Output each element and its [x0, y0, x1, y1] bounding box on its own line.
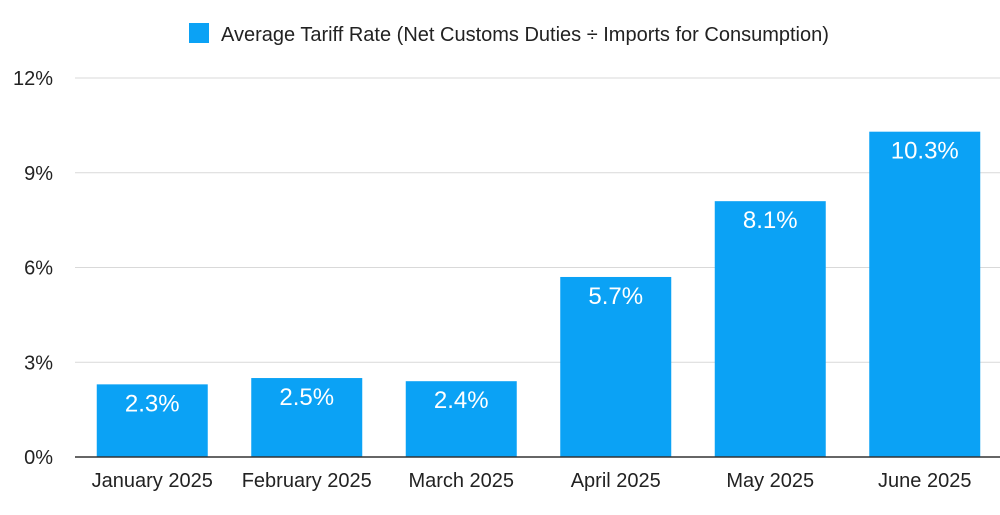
bar	[560, 276, 672, 457]
y-tick-label: 6%	[24, 258, 53, 280]
bar	[714, 201, 826, 457]
x-tick-label: January 2025	[92, 470, 213, 492]
legend: Average Tariff Rate (Net Customs Duties …	[189, 23, 829, 46]
bar	[405, 381, 517, 457]
x-tick-label: June 2025	[878, 470, 971, 492]
data-label: 8.1%	[743, 207, 798, 234]
data-labels: 2.3% 2.5% 2.4% 5.7% 8.1% 10.3%	[125, 138, 959, 418]
gridlines	[75, 77, 1000, 363]
x-tick-label: April 2025	[571, 470, 661, 492]
bar	[251, 378, 363, 457]
y-axis-ticks: 0% 3% 6% 9% 12%	[13, 68, 53, 469]
y-tick-label: 12%	[13, 68, 53, 90]
x-tick-label: May 2025	[726, 470, 814, 492]
legend-swatch	[189, 23, 209, 43]
bar	[96, 384, 208, 457]
legend-label: Average Tariff Rate (Net Customs Duties …	[221, 24, 829, 46]
data-label: 2.4%	[434, 387, 489, 414]
data-label: 2.5%	[279, 384, 334, 411]
x-tick-label: March 2025	[408, 470, 514, 492]
data-label: 2.3%	[125, 390, 180, 417]
data-label: 5.7%	[588, 283, 643, 310]
data-label: 10.3%	[891, 138, 959, 165]
y-tick-label: 9%	[24, 163, 53, 185]
bars	[96, 131, 981, 458]
y-tick-label: 3%	[24, 352, 53, 374]
y-tick-label: 0%	[24, 447, 53, 469]
bar	[869, 131, 981, 458]
x-axis-labels: January 2025 February 2025 March 2025 April…	[92, 470, 972, 492]
x-tick-label: February 2025	[242, 470, 372, 492]
